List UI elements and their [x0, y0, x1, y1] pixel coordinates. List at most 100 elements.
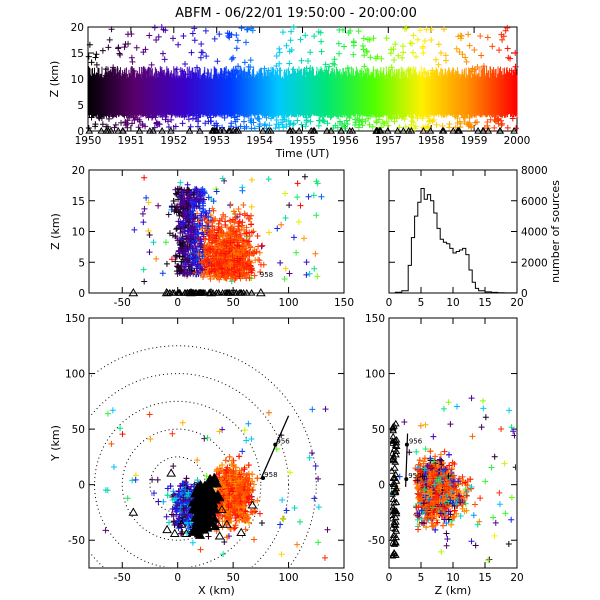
time-height-source [297, 36, 304, 43]
time-height-source [428, 36, 435, 43]
time-height-station [393, 127, 402, 134]
time-height-source [489, 43, 496, 50]
plan-view-source [124, 495, 131, 502]
x-height-source [193, 265, 200, 272]
plan-view-source [236, 453, 243, 460]
x-height-source [213, 188, 220, 195]
plan-view-source [225, 485, 232, 492]
time-height-source [265, 67, 272, 74]
x-height-source [243, 230, 250, 237]
time-height-station [479, 127, 487, 134]
time-height-source [399, 43, 406, 50]
x-height-source [216, 260, 223, 267]
x-height-source [225, 255, 232, 262]
x-height-ytick-label: 10 [72, 227, 85, 239]
time-height-source [432, 56, 439, 63]
x-height-source [232, 275, 239, 282]
x-height-source [191, 226, 198, 233]
x-height-source [242, 264, 249, 271]
x-height-source [282, 214, 289, 221]
plan-view-source [170, 488, 177, 495]
x-height-source [178, 258, 185, 265]
x-height-source [139, 210, 146, 217]
x-height-source [260, 261, 267, 268]
time-height-station [307, 127, 316, 134]
time-height-source [374, 53, 381, 60]
plan-view-source [251, 536, 258, 543]
plan-view-source [222, 457, 229, 464]
time-height-source [187, 123, 194, 130]
plan-view-source [243, 474, 250, 481]
x-height-source [314, 180, 321, 187]
time-height-source [158, 71, 165, 78]
x-height-source [185, 236, 192, 243]
plan-view-source [273, 446, 280, 453]
time-height-source [203, 53, 210, 60]
plan-view-source [245, 470, 252, 477]
plan-view-frame [88, 317, 345, 569]
time-height-source [248, 115, 255, 122]
time-height-station [484, 127, 493, 134]
time-height-source [305, 57, 312, 64]
time-height-source [414, 36, 421, 43]
time-height-source [168, 116, 175, 123]
time-height-source [159, 50, 166, 57]
x-height-station [225, 289, 234, 296]
time-height-source [182, 71, 189, 78]
time-height-source [366, 36, 373, 43]
x-height-source [224, 232, 231, 239]
x-height-source [201, 228, 208, 235]
x-height-source [170, 198, 177, 205]
histogram-xtick-label: 10 [446, 297, 459, 309]
x-height-source [232, 211, 239, 218]
plan-view-source [248, 496, 255, 503]
x-height-source [183, 209, 190, 216]
x-height-source [300, 235, 307, 242]
time-height-station [376, 127, 385, 134]
time-height-source [365, 115, 372, 122]
time-height-source [276, 67, 283, 74]
time-height-source [395, 52, 402, 59]
x-height-source [172, 206, 179, 213]
time-height-source [399, 113, 406, 120]
time-height-source [128, 31, 135, 38]
x-height-source [176, 253, 183, 260]
time-height-source [478, 52, 485, 59]
time-height-source [427, 117, 434, 124]
x-height-source [306, 270, 313, 277]
time-height-source [235, 63, 242, 70]
x-height-source [191, 239, 198, 246]
x-height-source [182, 251, 189, 258]
x-height-source [184, 216, 191, 223]
time-height-source [112, 121, 119, 128]
time-height-source [97, 113, 104, 120]
time-height-station [104, 127, 113, 134]
x-height-source [215, 261, 222, 268]
time-height-source [290, 121, 297, 128]
time-height-source [307, 118, 314, 125]
time-height-source [233, 32, 240, 39]
plan-view-source [240, 510, 247, 517]
time-height-xtick-label: 1959 [461, 135, 488, 147]
x-height-source [234, 223, 241, 230]
time-height-source [508, 67, 515, 74]
time-height-source [228, 56, 235, 63]
plan-view-source [221, 538, 228, 545]
time-height-xtick-label: 1953 [203, 135, 230, 147]
plan-view-source [227, 511, 234, 518]
time-height-source [286, 60, 293, 67]
time-height-source [336, 118, 343, 125]
time-height-source [364, 49, 371, 56]
time-height-source [420, 49, 427, 56]
time-height-source [393, 72, 400, 79]
plan-view-source [147, 436, 154, 443]
x-height-source [173, 190, 180, 197]
plan-view-source [291, 504, 298, 511]
time-height-xtick-label: 1955 [289, 135, 316, 147]
plan-view-xtick-label: 100 [279, 572, 299, 584]
time-height-source [324, 120, 331, 127]
time-height-source [311, 33, 318, 40]
plan-view-source [197, 546, 204, 553]
x-height-source [190, 191, 197, 198]
